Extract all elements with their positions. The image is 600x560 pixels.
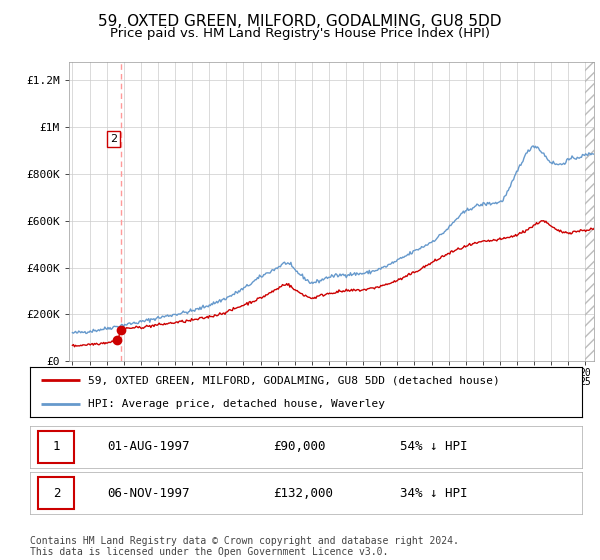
Text: 06-NOV-1997: 06-NOV-1997 bbox=[107, 487, 190, 500]
Text: 59, OXTED GREEN, MILFORD, GODALMING, GU8 5DD (detached house): 59, OXTED GREEN, MILFORD, GODALMING, GU8… bbox=[88, 375, 500, 385]
FancyBboxPatch shape bbox=[38, 431, 74, 463]
Text: £90,000: £90,000 bbox=[273, 440, 325, 453]
FancyBboxPatch shape bbox=[38, 477, 74, 509]
Bar bbox=[586, 62, 594, 361]
Text: 34% ↓ HPI: 34% ↓ HPI bbox=[400, 487, 467, 500]
Text: £132,000: £132,000 bbox=[273, 487, 333, 500]
Text: 2: 2 bbox=[53, 487, 60, 500]
Text: 59, OXTED GREEN, MILFORD, GODALMING, GU8 5DD: 59, OXTED GREEN, MILFORD, GODALMING, GU8… bbox=[98, 14, 502, 29]
Text: 2: 2 bbox=[110, 134, 117, 144]
Text: Contains HM Land Registry data © Crown copyright and database right 2024.
This d: Contains HM Land Registry data © Crown c… bbox=[30, 535, 459, 557]
Bar bbox=[586, 62, 594, 361]
Text: Price paid vs. HM Land Registry's House Price Index (HPI): Price paid vs. HM Land Registry's House … bbox=[110, 27, 490, 40]
Text: 1: 1 bbox=[53, 440, 60, 453]
Text: HPI: Average price, detached house, Waverley: HPI: Average price, detached house, Wave… bbox=[88, 399, 385, 409]
Text: 01-AUG-1997: 01-AUG-1997 bbox=[107, 440, 190, 453]
Text: 54% ↓ HPI: 54% ↓ HPI bbox=[400, 440, 467, 453]
